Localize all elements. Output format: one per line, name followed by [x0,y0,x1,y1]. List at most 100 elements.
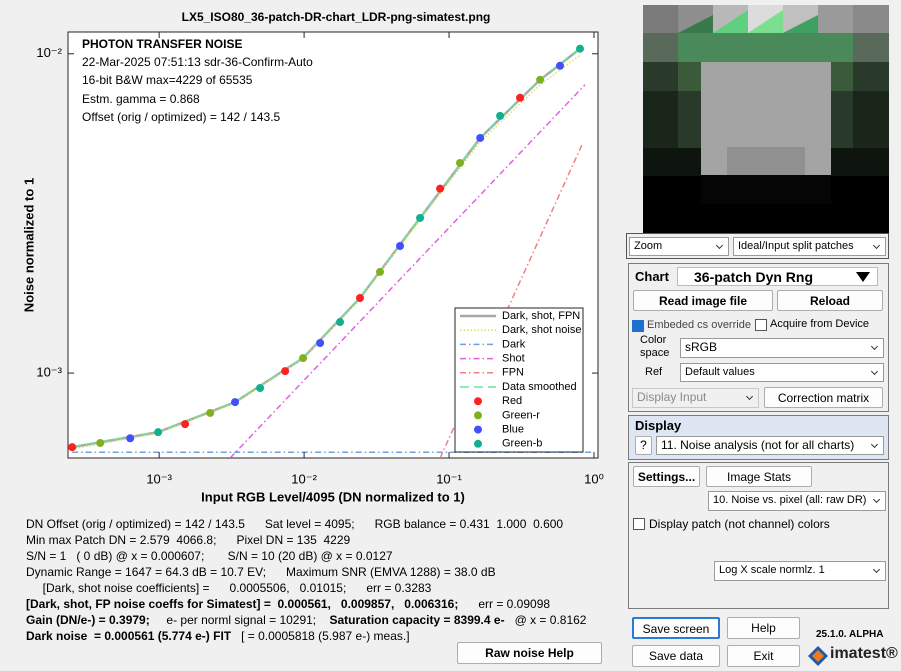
legend-label: Dark, shot noise [502,324,581,336]
data-point [396,242,405,251]
results-text: DN Offset (orig / optimized) = 142 / 143… [26,516,586,644]
annotation: PHOTON TRANSFER NOISE [82,37,242,51]
result-line: S/N = 1 ( 0 dB) @ x = 0.000607; S/N = 10… [26,548,586,564]
logo-text: imatest® [830,645,898,662]
data-point [556,61,565,70]
preview-controls-frame [626,233,889,259]
result-line: Dark noise = 0.000561 (5.774 e-) FIT [ =… [26,628,586,644]
plot-select[interactable]: 10. Noise vs. pixel (all: raw DR) [708,491,886,511]
data-point [476,133,485,142]
patch-colors-label: Display patch (not channel) colors [649,517,830,531]
x-tick-label: 10⁻³ [146,471,172,486]
result-text: Dynamic Range = 1647 = 64.3 dB = 10.7 EV… [26,565,496,579]
result-text: err = 0.09098 [458,597,551,611]
correction-matrix-button[interactable]: Correction matrix [764,387,883,408]
x-tick-label: 10⁻² [291,471,317,486]
data-point [316,339,325,348]
data-point [536,75,545,84]
image-preview [643,5,889,233]
zoom-select[interactable]: Zoom [629,237,729,256]
display-label: Display [635,418,682,433]
result-text: [Dark, shot, FP noise coeffs for Simates… [26,597,459,611]
chart-label: Chart [635,269,669,284]
raw-noise-help-button[interactable]: Raw noise Help [457,642,602,664]
result-text: Min max Patch DN = 2.579 4066.8; Pixel D… [26,533,351,547]
ref-select[interactable]: Default values [680,363,884,382]
legend-label: FPN [502,367,524,379]
image-stats-button[interactable]: Image Stats [706,466,812,487]
data-point [68,443,77,452]
scale-select[interactable]: Log X scale normlz. 1 [714,561,886,581]
save-screen-button[interactable]: Save screen [632,617,720,639]
chart-title: LX5_ISO80_36-patch-DR-chart_LDR-png-sima… [182,10,491,24]
result-text: DN Offset (orig / optimized) = 142 / 143… [26,517,564,531]
save-data-button[interactable]: Save data [632,645,720,667]
patch-colors-checkbox[interactable] [633,518,645,530]
reload-button[interactable]: Reload [777,290,883,311]
data-point [231,398,240,407]
settings-panel [628,462,889,609]
result-line: Dynamic Range = 1647 = 64.3 dB = 10.7 EV… [26,564,586,580]
legend-entries: Dark, shot, FPN Dark, shot noise Dark Shot F… [460,310,581,450]
series-line [229,84,586,458]
legend-marker [474,411,482,420]
acquire-label: Acquire from Device [770,318,870,330]
data-point [299,354,308,363]
result-text: [Dark, shot noise coefficients] = 0.0005… [26,581,432,595]
x-tick-label: 10⁻¹ [436,471,462,486]
data-point [376,267,385,276]
acquire-checkbox[interactable] [755,319,767,331]
data-point [154,428,163,437]
data-point [181,420,190,429]
data-point [256,383,265,392]
exit-button[interactable]: Exit [727,645,800,667]
data-point [126,434,135,443]
display-input-select[interactable]: Display Input [632,388,759,408]
legend-label: Data smoothed [502,381,577,393]
help-button[interactable]: Help [727,617,800,639]
dropdown-arrow [856,272,870,282]
result-line: [Dark, shot, FP noise coeffs for Simates… [26,596,586,612]
result-text: S/N = 1 ( 0 dB) @ x = 0.000607; S/N = 10… [26,549,393,563]
data-point [336,318,345,327]
annotation: Offset (orig / optimized) = 142 / 143.5 [82,110,281,124]
settings-button[interactable]: Settings... [633,466,700,487]
result-line: [Dark, shot noise coefficients] = 0.0005… [26,580,586,596]
data-point [516,93,525,102]
data-point [206,408,215,417]
color-space-select[interactable]: sRGB [680,338,884,358]
color-space-label: Color space [640,334,670,359]
embedded-checkbox[interactable] [632,320,644,332]
result-text: e- per norml signal = 10291; [149,613,330,627]
display-select[interactable]: 11. Noise analysis (not for all charts) [656,436,884,455]
legend-label: Red [502,395,522,407]
read-image-button[interactable]: Read image file [633,290,773,311]
result-text: @ x = 0.8162 [504,613,587,627]
y-tick-label: 10⁻³ [36,365,62,380]
result-text: Dark noise = 0.000561 (5.774 e-) FIT [26,629,232,643]
data-point [416,213,425,222]
data-point [496,111,505,120]
chart-select[interactable]: 36-patch Dyn Rng [677,267,878,286]
result-text: [ = 0.0005818 (5.987 e-) meas.] [231,629,410,643]
result-text: Saturation capacity = 8399.4 e- [329,613,505,627]
x-tick-label: 10⁰ [584,471,604,486]
y-axis-label: Noise normalized to 1 [21,178,36,312]
legend-marker [474,425,482,434]
legend-label: Green-b [502,438,542,450]
version-label: 25.1.0. ALPHA [816,629,884,640]
data-point [455,158,464,167]
result-text: Gain (DN/e-) = 0.3979; [26,613,150,627]
legend-label: Shot [502,353,525,365]
y-tick-label: 10⁻² [36,45,62,60]
data-point [96,438,105,447]
help-question-button[interactable]: ? [635,436,652,455]
chart-panel [628,263,889,412]
annotation: 22-Mar-2025 07:51:13 sdr-36-Confirm-Auto [82,55,313,69]
data-point [436,184,445,193]
legend-marker [474,397,482,406]
split-select[interactable]: Ideal/Input split patches [733,237,886,256]
chart: LX5_ISO80_36-patch-DR-chart_LDR-png-sima… [21,10,604,504]
legend-label: Blue [502,424,524,436]
